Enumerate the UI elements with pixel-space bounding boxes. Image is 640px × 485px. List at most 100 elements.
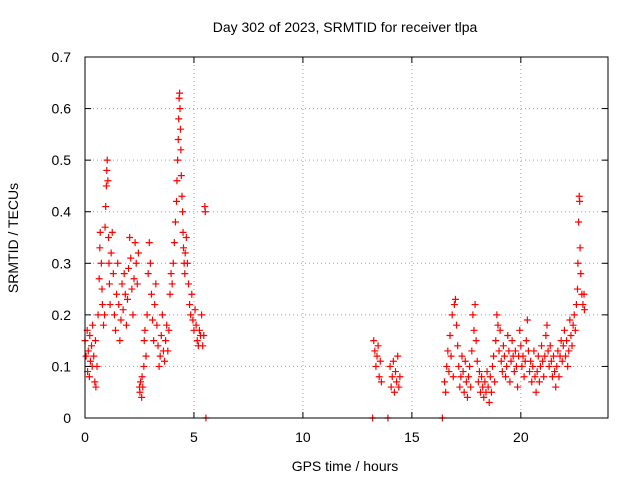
data-point	[157, 331, 165, 339]
data-point	[139, 383, 147, 391]
data-point	[186, 301, 194, 309]
y-tick-label: 0.6	[52, 101, 72, 117]
data-point	[177, 172, 185, 180]
data-point	[574, 259, 582, 267]
data-point	[145, 239, 153, 247]
data-point	[458, 352, 466, 360]
data-point	[559, 342, 567, 350]
data-point	[127, 254, 135, 262]
data-point	[579, 301, 587, 309]
data-point	[456, 383, 464, 391]
data-point	[110, 311, 118, 319]
data-point	[563, 337, 571, 345]
x-tick-label: 20	[513, 429, 529, 445]
data-point	[497, 357, 505, 365]
data-point	[176, 105, 184, 113]
data-point	[171, 218, 179, 226]
data-point	[136, 388, 144, 396]
data-point	[133, 280, 141, 288]
data-point	[154, 342, 162, 350]
data-point	[395, 383, 403, 391]
data-point	[546, 342, 554, 350]
data-point	[88, 342, 96, 350]
data-point	[534, 352, 542, 360]
data-point	[547, 357, 555, 365]
data-point	[147, 290, 155, 298]
data-point	[552, 383, 560, 391]
data-point	[144, 270, 152, 278]
data-point	[101, 223, 109, 231]
data-point	[551, 368, 559, 376]
data-point	[158, 311, 166, 319]
data-point	[529, 362, 537, 370]
data-point	[107, 249, 115, 257]
data-point	[166, 290, 174, 298]
data-point	[518, 362, 526, 370]
data-point	[483, 368, 491, 376]
data-point	[511, 347, 519, 355]
data-point	[179, 244, 187, 252]
y-tick-label: 0.7	[52, 49, 72, 65]
data-point	[94, 311, 102, 319]
data-point	[461, 357, 469, 365]
data-point	[539, 357, 547, 365]
data-point	[96, 244, 104, 252]
data-point	[531, 373, 539, 381]
data-point	[457, 373, 465, 381]
data-point	[474, 378, 482, 386]
data-point	[389, 357, 397, 365]
data-point	[116, 337, 124, 345]
data-point	[173, 177, 181, 185]
x-tick-label: 0	[81, 429, 89, 445]
data-point	[517, 342, 525, 350]
data-point	[130, 275, 138, 283]
data-point	[161, 357, 169, 365]
data-point	[90, 352, 98, 360]
x-tick-label: 15	[404, 429, 420, 445]
data-point	[201, 208, 209, 216]
data-point	[560, 326, 568, 334]
data-point	[540, 373, 548, 381]
data-point	[506, 378, 514, 386]
data-point	[173, 197, 181, 205]
data-point	[564, 362, 572, 370]
data-point	[536, 362, 544, 370]
data-point	[572, 301, 580, 309]
data-point	[181, 249, 189, 257]
data-point	[153, 321, 161, 329]
data-point	[543, 321, 551, 329]
data-point	[167, 270, 175, 278]
data-point	[388, 373, 396, 381]
data-point	[126, 234, 134, 241]
data-point	[447, 352, 455, 360]
data-point	[373, 352, 381, 360]
data-point	[446, 331, 454, 339]
data-point	[86, 331, 94, 339]
data-point	[467, 383, 475, 391]
data-point	[542, 331, 550, 339]
data-point	[113, 290, 121, 298]
data-point	[386, 362, 394, 370]
data-point	[532, 388, 540, 396]
data-point	[465, 373, 473, 381]
data-point	[175, 115, 183, 123]
axes-layer	[84, 56, 609, 419]
data-point	[502, 373, 510, 381]
data-point	[149, 316, 157, 324]
data-point	[372, 362, 380, 370]
x-axis-label: GPS time / hours	[292, 458, 399, 474]
data-point	[169, 259, 177, 267]
data-point	[535, 378, 543, 386]
data-point	[498, 368, 506, 376]
data-point	[89, 321, 97, 329]
data-point	[200, 331, 208, 339]
data-point	[143, 311, 151, 319]
data-point	[105, 259, 113, 267]
data-point	[132, 259, 140, 267]
data-point	[505, 347, 513, 355]
data-point	[444, 347, 452, 355]
data-point	[451, 295, 459, 303]
data-point	[481, 378, 489, 386]
data-point	[146, 259, 154, 267]
